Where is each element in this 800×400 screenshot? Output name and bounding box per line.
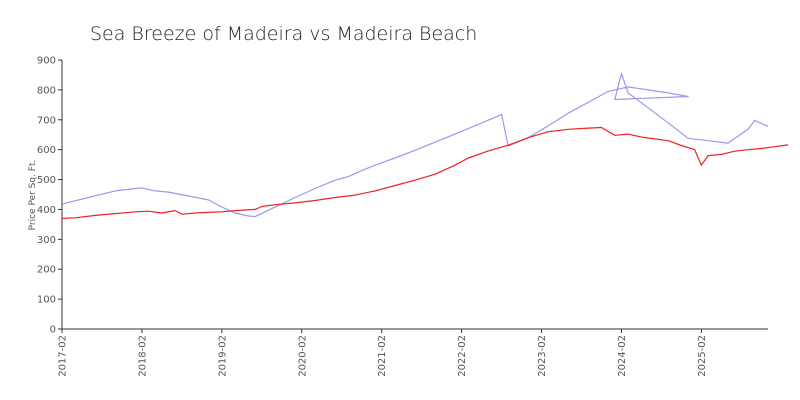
y-ticks: 0 100 200 300 400 500 600 700 800 900 — [37, 56, 62, 336]
x-tick-label: 2023-02 — [537, 335, 548, 377]
y-tick-label: 700 — [37, 115, 56, 126]
y-tick-label: 600 — [37, 145, 56, 156]
x-tick-label: 2020-02 — [297, 335, 308, 377]
y-tick-label: 0 — [50, 325, 56, 336]
axes — [61, 60, 768, 330]
y-tick-label: 200 — [37, 265, 56, 276]
y-tick-label: 800 — [37, 85, 56, 96]
x-tick-label: 2019-02 — [217, 335, 228, 377]
y-tick-label: 300 — [37, 235, 56, 246]
x-tick-label: 2017-02 — [58, 335, 69, 377]
x-tick-label: 2025-02 — [697, 335, 708, 377]
chart-title: Sea Breeze of Madeira vs Madeira Beach — [90, 23, 477, 45]
y-tick-label: 500 — [37, 175, 56, 186]
y-tick-label: 900 — [37, 56, 56, 67]
y-axis-label: Price Per Sq. Ft. — [28, 160, 38, 231]
x-ticks: 2017-02 2018-02 2019-02 2020-02 2021-02 2022-… — [58, 329, 708, 377]
y-tick-label: 400 — [37, 205, 56, 216]
x-tick-label: 2022-02 — [457, 335, 468, 377]
x-tick-label: 2024-02 — [617, 335, 628, 377]
series-lines — [61, 72, 789, 219]
series-line-2 — [61, 126, 789, 219]
series-line-1 — [61, 72, 769, 218]
y-tick-label: 100 — [37, 295, 56, 306]
x-tick-label: 2018-02 — [137, 335, 148, 377]
x-tick-label: 2021-02 — [377, 335, 388, 377]
